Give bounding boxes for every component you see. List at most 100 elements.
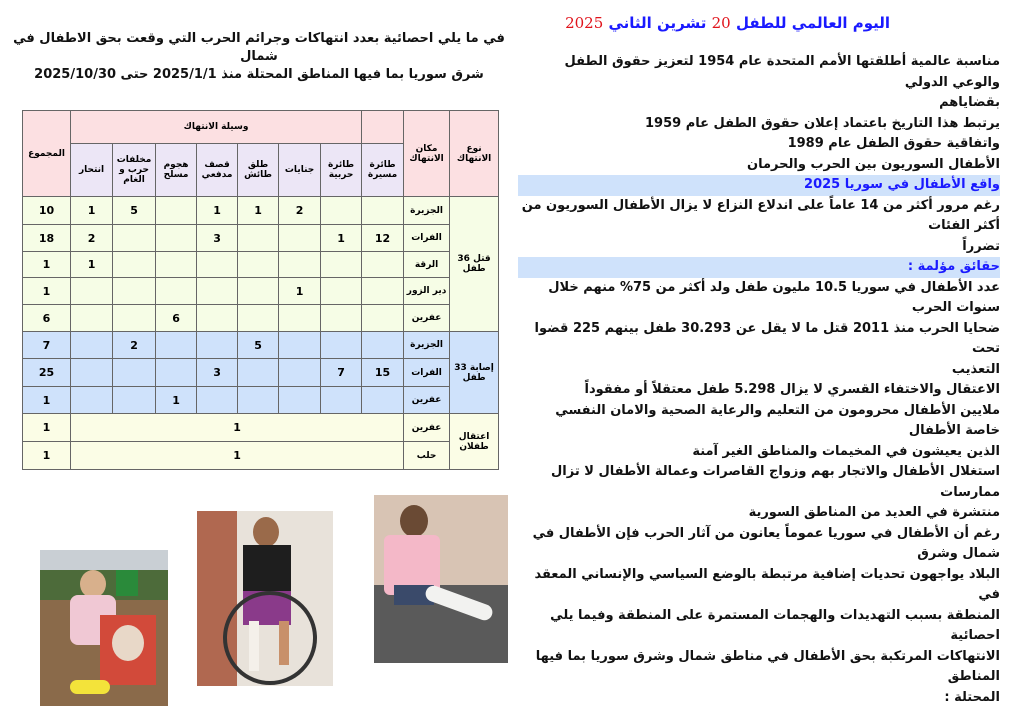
body-line: تضرراً: [962, 238, 1000, 254]
value-cell: 1: [155, 386, 198, 414]
value-cell: [196, 386, 239, 414]
row-total: 18: [22, 224, 71, 252]
value-cell: [361, 386, 405, 414]
merged-value: 1: [69, 413, 405, 442]
value-cell: [155, 277, 198, 305]
violation-place: الفرات: [403, 224, 451, 252]
value-cell: [320, 331, 363, 359]
value-cell: [320, 251, 363, 278]
value-cell: 5: [237, 331, 280, 359]
violation-place: عفرين: [403, 304, 451, 332]
row-total: 25: [22, 358, 71, 387]
value-cell: 1: [196, 196, 239, 225]
violation-place: الجزيرة: [403, 331, 451, 359]
value-cell: 6: [155, 304, 198, 332]
body-line: واتفاقية حقوق الطفل عام 1989: [787, 136, 1000, 151]
value-cell: [278, 304, 322, 332]
body-line: بقضاياهم: [939, 95, 1000, 110]
row-total: 1: [22, 251, 71, 278]
value-cell: [112, 386, 157, 414]
table-row: عفرين 6 6: [22, 304, 499, 332]
title-month: تشرين الثاني: [608, 14, 707, 32]
header-row: طائرة مسيرة طائرة حربية جنايات طلق طائش قصف …: [23, 143, 499, 197]
body-line: منتشرة في العديد من المناطق السورية: [748, 505, 1000, 520]
body-line: ضحايا الحرب منذ 2011 قتل ما لا يقل عن 30…: [534, 320, 1000, 357]
value-cell: 1: [69, 196, 114, 225]
photo-girl-in-wheelchair: [197, 511, 333, 686]
header-blank: [361, 110, 405, 144]
table-row: عفرين 1 1: [22, 386, 499, 414]
value-cell: [320, 277, 363, 305]
row-total: 1: [22, 386, 71, 414]
value-cell: 2: [69, 224, 114, 252]
value-cell: [112, 358, 157, 387]
value-cell: [69, 358, 114, 387]
violation-place: عفرين: [403, 413, 451, 442]
table-row: الفرات 15 7 3 25: [22, 358, 499, 387]
value-cell: 7: [320, 358, 363, 387]
value-cell: 1: [320, 224, 363, 252]
value-cell: 1: [237, 196, 280, 225]
merged-value: 1: [69, 441, 405, 470]
value-cell: [69, 304, 114, 332]
value-cell: [155, 251, 198, 278]
body-line: الأطفال السوريون بين الحرب والحرمان: [747, 156, 1000, 172]
row-total: 6: [22, 304, 71, 332]
violation-place: حلب: [403, 441, 451, 470]
value-cell: [112, 277, 157, 305]
value-cell: 3: [196, 224, 239, 252]
table-row: قتل 36 طفل الجزيرة 2 1 1 5 1 10: [22, 196, 500, 332]
header-means-col: طائرة حربية: [320, 143, 363, 197]
value-cell: 5: [112, 196, 157, 225]
title-year: 2025: [565, 14, 604, 32]
value-cell: [278, 358, 322, 387]
value-cell: [196, 251, 239, 278]
body-line: عدد الأطفال في سوريا 10.5 مليون طفل ولد …: [548, 279, 1000, 316]
row-total: 1: [22, 277, 71, 305]
body-line: واقع الأطفال في سوريا 2025: [518, 175, 1000, 196]
header-means-col: طلق طائش: [237, 143, 280, 197]
header-means-col: انتحار: [69, 143, 114, 197]
header-total: المجموع: [22, 110, 71, 197]
body-line: حقائق مؤلمة :: [518, 257, 1000, 278]
table-row: حلب 1 1: [22, 441, 499, 470]
header-type: نوع الانتهاك: [449, 110, 500, 197]
header-means-col: هجوم مسلح: [155, 143, 198, 197]
violation-place: دير الزور: [403, 277, 451, 305]
value-cell: [196, 277, 239, 305]
article-body: مناسبة عالمية أطلقتها الأمم المتحدة عام …: [518, 52, 1000, 708]
value-cell: [361, 196, 405, 225]
table-row: إصابة 33 طفل الجزيرة 5 2 7: [22, 331, 500, 414]
header-means-col: جنايات: [278, 143, 322, 197]
body-line: المحتلة :: [944, 689, 1000, 705]
value-cell: 2: [112, 331, 157, 359]
body-line: يرتبط هذا التاريخ باعتماد إعلان حقوق الط…: [645, 115, 1000, 131]
value-cell: [237, 358, 280, 387]
value-cell: [155, 224, 198, 252]
violation-type: إصابة 33 طفل: [449, 331, 500, 414]
table-row: دير الزور 1 1: [22, 277, 499, 305]
value-cell: [361, 304, 405, 332]
body-line: رغم مرور أكثر من 14 عاماً على اندلاع الن…: [521, 197, 1000, 234]
value-cell: [237, 224, 280, 252]
header-means-col: طائرة مسيرة: [361, 143, 405, 197]
value-cell: 12: [361, 224, 405, 252]
value-cell: [237, 277, 280, 305]
value-cell: [278, 331, 322, 359]
table-row: الرقة 1 1: [22, 251, 499, 278]
value-cell: [320, 386, 363, 414]
photo-girl-with-bandaged-leg: [374, 495, 508, 663]
value-cell: [361, 251, 405, 278]
value-cell: [69, 277, 114, 305]
value-cell: [112, 304, 157, 332]
body-line: رغم أن الأطفال في سوريا عموماً يعانون من…: [532, 525, 1000, 562]
body-line: التعذيب: [951, 361, 1000, 377]
body-line: المنطقة بسبب التهديدات والهجمات المستمرة…: [550, 607, 1000, 644]
header-means: وسيلة الانتهاك: [69, 110, 363, 144]
value-cell: 1: [69, 251, 114, 278]
statistics-heading-line: في ما يلي احصائية بعدد انتهاكات وجرائم ا…: [13, 31, 505, 64]
value-cell: [196, 331, 239, 359]
title-day: 20: [711, 14, 731, 32]
value-cell: 15: [361, 358, 405, 387]
value-cell: [278, 251, 322, 278]
